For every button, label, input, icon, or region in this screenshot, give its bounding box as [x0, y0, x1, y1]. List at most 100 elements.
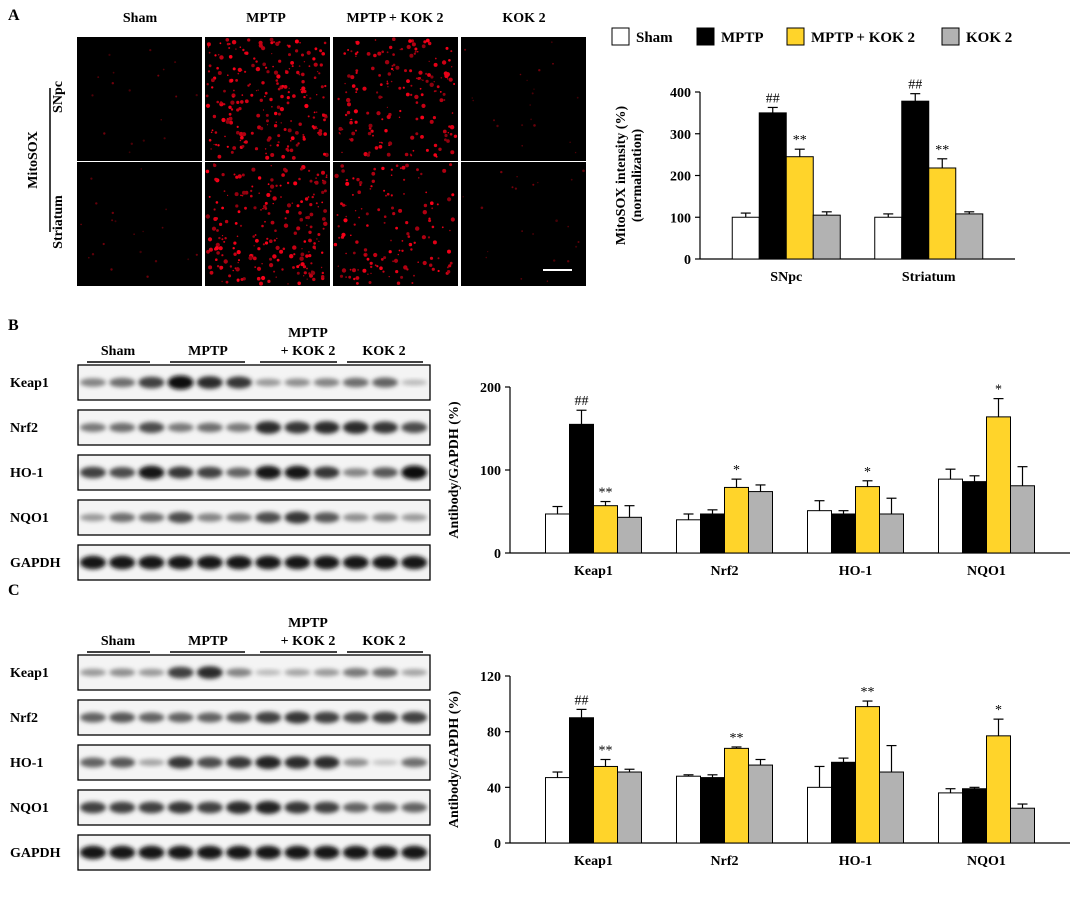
blot-band — [284, 756, 311, 769]
blot-band — [255, 711, 282, 724]
blot-band — [342, 468, 369, 477]
blot-band — [138, 712, 165, 723]
blot-band — [372, 421, 398, 434]
bar — [1010, 807, 1035, 844]
bar — [807, 786, 832, 844]
blot-group-label: MPTP — [288, 616, 328, 631]
blot-band — [109, 668, 136, 677]
y-tick-label: 400 — [670, 86, 691, 101]
blot-band — [342, 758, 369, 767]
blot-band — [226, 756, 252, 769]
significance-label: ## — [766, 91, 780, 106]
blot-group-label: Sham — [101, 344, 136, 359]
blot-band — [80, 423, 106, 432]
bar — [962, 481, 987, 554]
legend-item: KOK 2 — [941, 27, 1012, 46]
blot-band — [372, 711, 398, 724]
chart-legend: Sham MPTP MPTP + KOK 2 KOK 2 — [611, 27, 1012, 46]
blot-band — [226, 845, 252, 860]
bar — [545, 777, 570, 844]
blot-band — [167, 466, 194, 479]
significance-label: ## — [575, 394, 589, 409]
significance-label: ** — [599, 486, 613, 501]
blot-band — [109, 422, 136, 433]
bar — [700, 777, 725, 844]
blot-band — [80, 801, 106, 814]
legend-item: MPTP — [696, 27, 764, 46]
blot-band — [80, 555, 106, 570]
y-tick-label: 300 — [670, 128, 691, 143]
blot-row-label: GAPDH — [10, 846, 61, 861]
blot-band — [196, 757, 223, 768]
blot-group-label: MPTP — [188, 344, 228, 359]
blot-band — [372, 513, 398, 522]
blot-band — [342, 845, 369, 860]
blot-band — [401, 422, 428, 433]
panel-letter-b: B — [8, 317, 19, 334]
panel-letter-c: C — [8, 582, 20, 599]
blot-band — [167, 555, 194, 570]
blot-band — [372, 667, 398, 678]
blot-band — [401, 669, 428, 676]
blot-band — [109, 467, 136, 478]
blot-band — [255, 756, 282, 769]
blot-band — [226, 513, 252, 522]
micrograph-tile — [205, 162, 330, 286]
micrograph-row-label: Striatum — [51, 195, 66, 249]
blot-band — [138, 422, 165, 433]
blot-row-label: Nrf2 — [10, 711, 38, 726]
blot-band — [401, 757, 428, 768]
blot-row: HO-1 — [10, 744, 431, 781]
micrograph-tile — [77, 162, 202, 286]
blot-strip — [77, 744, 431, 781]
bar — [874, 216, 903, 260]
x-tick-label: SNpc — [770, 270, 802, 285]
blot-group-label: KOK 2 — [362, 634, 405, 649]
blot-band — [401, 465, 428, 480]
significance-label: * — [864, 465, 871, 480]
blot-band — [372, 845, 398, 860]
blot-band — [80, 845, 106, 860]
blot-band — [138, 759, 165, 766]
y-tick-label: 0 — [494, 547, 501, 562]
micrograph-tile — [333, 37, 458, 161]
y-tick-label: 0 — [684, 253, 691, 268]
blot-band — [196, 513, 223, 522]
blot-band — [284, 669, 311, 676]
bar — [1010, 485, 1035, 554]
y-tick-label: 100 — [480, 464, 501, 479]
micrograph-grid: Sham MPTP MPTP + KOK 2 KOK 2 MitoSOX SNp… — [26, 11, 586, 286]
bar — [748, 491, 773, 554]
blot-band — [226, 376, 252, 389]
micrograph-row-label: SNpc — [51, 81, 66, 113]
blot-band — [80, 466, 106, 479]
bar — [831, 761, 856, 844]
blot-row: HO-1 — [10, 454, 431, 491]
blot-band — [313, 845, 340, 860]
blot-strip — [77, 454, 431, 491]
blot-band — [138, 376, 165, 389]
blot-row-label: Nrf2 — [10, 421, 38, 436]
blot-band — [313, 466, 340, 479]
blot-band — [80, 378, 106, 387]
western-blot-b: Sham MPTP MPTP + KOK 2 KOK 2 Keap1 Nrf2 HO-1 NQO… — [10, 326, 431, 581]
blot-strip — [77, 654, 431, 691]
blot-band — [167, 756, 194, 769]
micrograph-col-label: Sham — [123, 11, 158, 26]
legend-swatch — [941, 27, 960, 46]
blot-band — [284, 465, 311, 480]
bar — [569, 423, 594, 554]
bar — [855, 486, 880, 554]
blot-band — [138, 668, 165, 677]
blot-band — [167, 512, 194, 523]
blot-row-label: NQO1 — [10, 511, 49, 526]
bar — [986, 416, 1011, 554]
micrograph-tile — [461, 162, 586, 286]
blot-band — [138, 801, 165, 814]
blot-group-label: MPTP — [188, 634, 228, 649]
bar — [879, 513, 904, 554]
bar — [831, 513, 856, 554]
bar — [569, 717, 594, 844]
blot-row: Nrf2 — [10, 409, 431, 446]
significance-label: * — [995, 703, 1002, 718]
